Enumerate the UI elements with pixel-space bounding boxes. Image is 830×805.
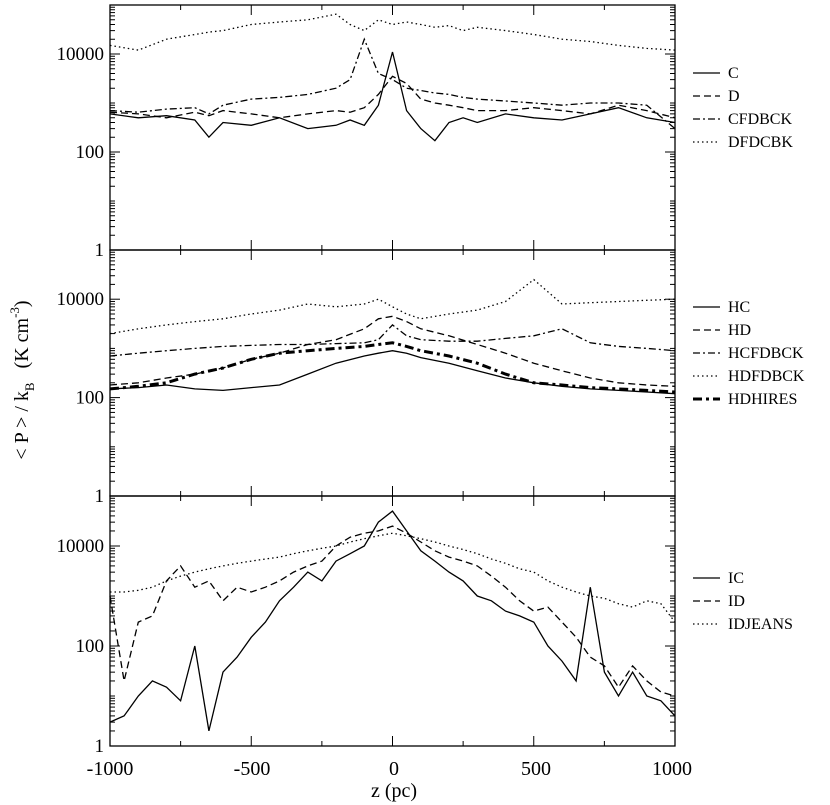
legend-label-ID: ID — [728, 593, 745, 610]
y-axis-label: < P > / kB (K cm-3) — [7, 300, 37, 459]
x-tick-label-3: 500 — [521, 758, 551, 780]
y-tick-label: 1 — [95, 240, 105, 261]
y-label-close: ) — [11, 300, 33, 307]
svg-text:< P > / kB(K cm-3): < P > / kB (K cm-3) — [7, 300, 37, 459]
x-tick-label-2: 0 — [389, 758, 399, 780]
series-line-ID — [109, 525, 676, 697]
y-tick-label: 1 — [95, 736, 105, 757]
legend-label-CFDBCK: CFDBCK — [728, 111, 792, 128]
y-label-exp: -3 — [7, 307, 22, 318]
legend-label-IC: IC — [728, 570, 744, 587]
legend-label-HD: HD — [728, 322, 751, 339]
legend-label-HDHIRES: HDHIRES — [728, 391, 797, 408]
panel-top: 1 100 10000 CD CFDBCK DFDCBK — [57, 4, 793, 261]
series-line-HCFDBCK — [109, 324, 676, 357]
series-line-CFDBCK — [109, 37, 676, 130]
y-tick-label: 100 — [76, 388, 105, 409]
y-tick-label: 10000 — [57, 44, 105, 65]
panel-middle: 1 100 10000 HC HD HCFDBCK HDFDBCK HDHIRES — [57, 249, 805, 507]
legend-label-D: D — [728, 88, 740, 105]
legend-label-IDJEANS: IDJEANS — [728, 616, 793, 633]
y-ticks — [109, 496, 676, 747]
y-label-sub: B — [22, 382, 37, 391]
x-tick-label-0: -1000 — [87, 758, 134, 780]
series-line-HDFDBCK — [109, 278, 676, 335]
panel-frame — [109, 495, 676, 747]
series-line-HDHIRES — [109, 341, 676, 394]
y-tick-labels: 1 100 10000 — [57, 289, 105, 507]
y-label-main: < P > / k — [11, 391, 33, 460]
panel-frame — [109, 4, 676, 251]
x-tick-label-4: 1000 — [652, 758, 692, 780]
series-line-C — [109, 51, 676, 142]
y-tick-label: 100 — [76, 142, 105, 163]
x-tick-label-1: -500 — [234, 758, 271, 780]
y-tick-label: 1 — [95, 486, 105, 507]
series-line-IDJEANS — [110, 532, 676, 623]
y-tick-label: 10000 — [57, 289, 105, 310]
y-tick-labels: 1 100 10000 — [57, 44, 105, 261]
panels-group: 1 100 10000 CD CFDBCK DFDCBK 1 100 10000 HC HD HCFD… — [57, 4, 805, 757]
y-ticks — [109, 250, 676, 497]
panel-bottom: 1 100 10000 IC ID IDJEANS — [57, 495, 793, 757]
y-ticks — [109, 5, 676, 251]
legend-label-C: C — [728, 65, 739, 82]
series-line-DFDCBK — [109, 13, 676, 51]
y-tick-labels: 1 100 10000 — [57, 536, 105, 757]
y-label-unit: (K cm — [11, 317, 33, 368]
x-tick-labels: -1000 -500 0 500 1000 — [87, 758, 692, 780]
y-tick-label: 10000 — [57, 536, 105, 557]
legend-label-HC: HC — [728, 299, 750, 316]
legend-label-HCFDBCK: HCFDBCK — [728, 345, 804, 362]
x-axis-label: z (pc) — [371, 780, 417, 802]
y-tick-label: 100 — [76, 636, 105, 657]
series-line-D — [109, 75, 676, 119]
series-line-HC — [109, 350, 676, 395]
legend-label-HDFDBCK: HDFDBCK — [728, 368, 805, 385]
legend-label-DFDCBK: DFDCBK — [728, 134, 793, 151]
series-line-IC — [109, 510, 676, 732]
